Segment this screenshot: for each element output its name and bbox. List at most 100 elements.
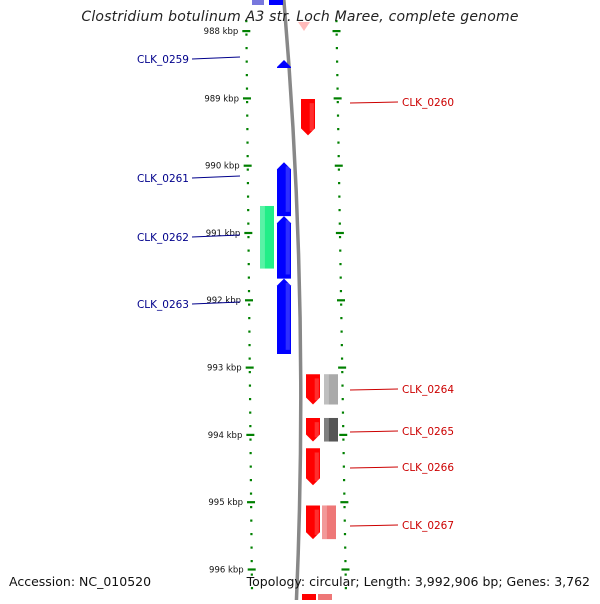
gene-label: CLK_0263 [137, 299, 189, 311]
minor-tick-right [336, 101, 339, 104]
minor-tick-left [247, 290, 251, 293]
feature-highlight [324, 374, 329, 405]
partial-gene-top [269, 0, 283, 5]
minor-tick-right [337, 141, 340, 144]
minor-tick-right [337, 168, 341, 171]
minor-tick-right [343, 506, 346, 509]
minor-tick-right [342, 465, 345, 468]
gene-leader-line [191, 56, 241, 60]
minor-tick-right [337, 128, 340, 131]
gene-leader-line [191, 234, 241, 238]
major-tick-right [341, 568, 350, 571]
minor-tick-left [249, 492, 253, 495]
minor-tick-right [342, 425, 345, 428]
gene-arrow [277, 216, 291, 279]
gene-leader-line [191, 175, 241, 179]
minor-tick-left [248, 384, 252, 387]
minor-tick-right [336, 74, 339, 77]
partial-feature-top [252, 0, 264, 5]
minor-tick-right [339, 249, 342, 252]
gene-label: CLK_0265 [402, 426, 454, 438]
minor-tick-right [336, 114, 340, 117]
major-tick-right [337, 299, 346, 302]
gene-arrow-highlight [309, 103, 314, 132]
gene-leader-line [349, 524, 399, 527]
feature-rna [260, 205, 274, 269]
minor-tick-right [341, 411, 345, 414]
gene-arrow [306, 505, 320, 540]
minor-tick-right [340, 317, 343, 320]
minor-tick-left [246, 168, 249, 171]
gene-arrow [306, 374, 320, 405]
minor-tick-left [245, 87, 249, 90]
minor-tick-left [246, 128, 249, 131]
tick-label: 996 kbp [209, 565, 244, 575]
minor-tick-left [250, 546, 253, 549]
minor-tick-left [247, 236, 250, 239]
backbone-layer [282, 0, 303, 604]
major-tick-left [243, 164, 252, 167]
gene-label: CLK_0259 [137, 54, 189, 66]
minor-tick-left [249, 479, 252, 482]
minor-tick-left [247, 249, 250, 252]
major-tick-right [335, 231, 344, 235]
minor-tick-left [246, 101, 249, 104]
gene-label: CLK_0262 [137, 232, 189, 244]
gene-arrow [306, 448, 320, 486]
minor-tick-right [339, 276, 342, 279]
minor-tick-left [248, 317, 251, 320]
minor-tick-right [340, 344, 343, 347]
minor-tick-right [340, 303, 343, 306]
tick-label: 988 kbp [204, 27, 239, 37]
tick-label: 994 kbp [208, 431, 243, 441]
minor-tick-right [340, 357, 344, 360]
accession-text: Accession: NC_010520 [9, 574, 152, 589]
minor-tick-right [335, 20, 338, 23]
minor-tick-right [342, 479, 346, 482]
minor-tick-right [341, 398, 344, 401]
minor-tick-right [344, 587, 347, 590]
minor-tick-right [335, 47, 338, 50]
major-tick-right [333, 97, 342, 100]
minor-tick-right [342, 452, 345, 455]
major-tick-left [245, 366, 254, 369]
feature-orthologue [322, 505, 336, 540]
major-tick-left [245, 299, 254, 302]
minor-tick-left [245, 20, 248, 23]
minor-tick-left [247, 263, 250, 266]
genome-summary-text: Topology: circular; Length: 3,992,906 bp… [246, 574, 590, 589]
gene-label: CLK_0260 [402, 97, 454, 109]
minor-tick-right [342, 438, 345, 441]
partial-gene-bottom [302, 594, 316, 602]
minor-tick-right [338, 182, 341, 185]
minor-tick-left [249, 452, 252, 455]
minor-tick-right [344, 546, 347, 549]
gene-arrow [277, 278, 291, 355]
major-tick-left [242, 97, 251, 100]
gene-arrow [277, 59, 291, 69]
minor-tick-left [245, 74, 248, 77]
minor-tick-right [335, 33, 338, 36]
minor-tick-left [246, 182, 250, 185]
tick-label: 992 kbp [206, 296, 241, 306]
minor-tick-left [246, 155, 249, 158]
tick-label: 995 kbp [208, 498, 243, 508]
major-tick-left [242, 30, 251, 33]
minor-tick-right [339, 263, 342, 266]
partial-feature-bottom [318, 594, 332, 602]
major-tick-right [338, 366, 347, 369]
minor-tick-left [250, 573, 253, 576]
minor-tick-right [338, 209, 341, 212]
minor-tick-left [249, 465, 252, 468]
minor-tick-right [337, 155, 340, 158]
minor-tick-right [341, 371, 344, 374]
minor-tick-left [249, 411, 252, 414]
feature-highlight [260, 205, 265, 269]
minor-tick-left [248, 344, 251, 347]
minor-tick-left [248, 398, 252, 401]
gene-leader-line [349, 430, 399, 433]
gene-arrow-highlight [314, 422, 319, 438]
minor-tick-left [249, 425, 252, 428]
